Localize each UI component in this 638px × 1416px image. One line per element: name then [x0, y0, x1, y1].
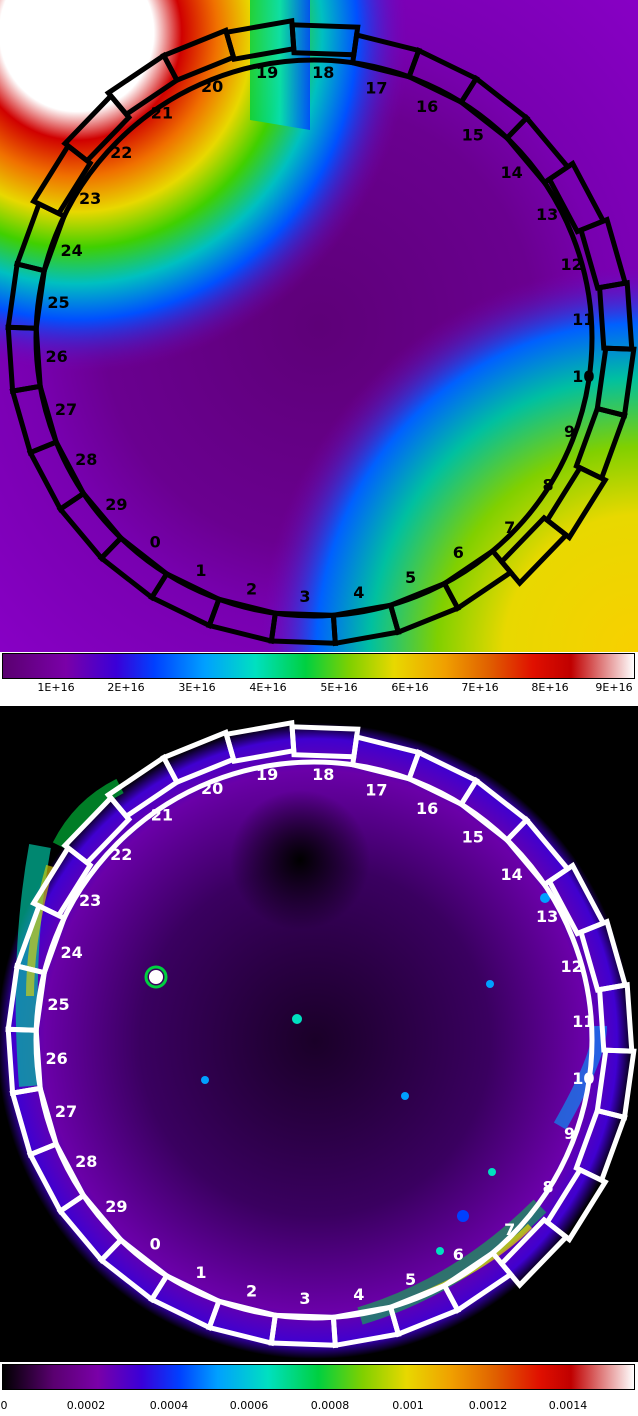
region-label-16: 16	[416, 97, 438, 116]
region-label-22: 22	[110, 143, 132, 162]
region-label-23: 23	[79, 891, 101, 910]
top-colorbar-ticks: 1E+16 2E+16 3E+16 4E+16 5E+16 6E+16 7E+16 8E+16…	[0, 681, 638, 697]
region-label-14: 14	[500, 865, 522, 884]
region-label-4: 4	[353, 583, 364, 602]
region-label-25: 25	[47, 995, 69, 1014]
region-label-0: 0	[150, 1234, 161, 1253]
region-label-20: 20	[201, 779, 223, 798]
region-label-21: 21	[151, 806, 173, 825]
region-label-20: 20	[201, 77, 223, 96]
region-label-22: 22	[110, 845, 132, 864]
colorbar-tick-label: 0.0008	[310, 1399, 350, 1412]
colorbar-tick-label: 0	[0, 1399, 8, 1412]
colorbar-tick-label: 5E+16	[320, 681, 358, 694]
region-label-10: 10	[572, 367, 594, 386]
region-label-18: 18	[312, 63, 334, 82]
region-label-24: 24	[60, 943, 82, 962]
region-label-4: 4	[353, 1285, 364, 1304]
region-label-3: 3	[299, 587, 310, 606]
colorbar-tick-label: 8E+16	[531, 681, 569, 694]
region-label-19: 19	[256, 765, 278, 784]
region-label-9: 9	[564, 422, 575, 441]
bottom-annulus-regions	[5, 719, 637, 1349]
region-label-17: 17	[365, 781, 387, 800]
region-label-7: 7	[504, 1220, 515, 1239]
region-label-28: 28	[75, 1152, 97, 1171]
region-label-18: 18	[312, 765, 334, 784]
region-label-13: 13	[536, 205, 558, 224]
region-label-16: 16	[416, 799, 438, 818]
region-label-1: 1	[195, 1263, 206, 1282]
region-label-6: 6	[453, 543, 464, 562]
region-label-21: 21	[151, 104, 173, 123]
region-label-2: 2	[246, 1281, 257, 1300]
colorbar-tick-label: 3E+16	[178, 681, 216, 694]
region-label-28: 28	[75, 450, 97, 469]
region-label-5: 5	[405, 1270, 416, 1289]
bright-point-source	[149, 970, 163, 984]
region-label-11: 11	[572, 310, 594, 329]
colorbar-tick-label: 0.001	[392, 1399, 424, 1412]
region-label-12: 12	[560, 957, 582, 976]
region-label-17: 17	[365, 79, 387, 98]
region-label-13: 13	[536, 907, 558, 926]
top-colorbar	[2, 653, 635, 679]
colorbar-tick-label: 7E+16	[461, 681, 499, 694]
colorbar-tick-label: 0.0012	[468, 1399, 508, 1412]
region-label-5: 5	[405, 568, 416, 587]
bottom-intensity-map: 012 3 456789101112131415161718192021222324…	[0, 706, 638, 1362]
region-label-19: 19	[256, 63, 278, 82]
region-label-24: 24	[60, 241, 82, 260]
region-label-26: 26	[45, 347, 67, 366]
region-label-7: 7	[504, 518, 515, 537]
colorbar-tick-label: 6E+16	[391, 681, 429, 694]
top-column-density-map: 012 3 456789101112131415161718192021222324…	[0, 0, 638, 652]
colorbar-tick-label: 0.0004	[149, 1399, 189, 1412]
top-region-labels: 012 3 456789101112131415161718192021222324…	[45, 63, 594, 606]
colorbar-tick-label: 4E+16	[249, 681, 287, 694]
colorbar-tick-label: 0.0014	[548, 1399, 588, 1412]
region-label-15: 15	[462, 126, 484, 145]
region-label-27: 27	[55, 400, 77, 419]
region-label-9: 9	[564, 1124, 575, 1143]
region-label-29: 29	[105, 1197, 127, 1216]
region-label-27: 27	[55, 1102, 77, 1121]
colorbar-tick-label: 0.0006	[229, 1399, 269, 1412]
bottom-colorbar-ticks: 0 0.0002 0.0004 0.0006 0.0008 0.001 0.0012 0.00…	[0, 1399, 638, 1415]
region-label-26: 26	[45, 1049, 67, 1068]
annulus-region-29	[56, 490, 125, 562]
region-label-2: 2	[246, 579, 257, 598]
region-label-8: 8	[543, 475, 554, 494]
colorbar-tick-label: 0.0002	[66, 1399, 106, 1412]
region-label-6: 6	[453, 1245, 464, 1264]
region-label-14: 14	[500, 163, 522, 182]
region-label-12: 12	[560, 255, 582, 274]
colorbar-tick-label: 2E+16	[107, 681, 145, 694]
region-label-23: 23	[79, 189, 101, 208]
colorbar-tick-label: 1E+16	[37, 681, 75, 694]
region-label-3: 3	[299, 1289, 310, 1308]
top-annulus-regions	[5, 17, 637, 647]
region-label-8: 8	[543, 1177, 554, 1196]
region-label-0: 0	[150, 532, 161, 551]
annulus-region-29	[56, 1192, 125, 1264]
region-label-10: 10	[572, 1069, 594, 1088]
region-label-25: 25	[47, 293, 69, 312]
region-label-15: 15	[462, 828, 484, 847]
region-label-29: 29	[105, 495, 127, 514]
region-label-1: 1	[195, 561, 206, 580]
colorbar-tick-label: 9E+16	[595, 681, 633, 694]
bottom-colorbar	[2, 1364, 635, 1390]
region-label-11: 11	[572, 1012, 594, 1031]
bottom-region-labels: 012 3 456789101112131415161718192021222324…	[45, 765, 594, 1308]
